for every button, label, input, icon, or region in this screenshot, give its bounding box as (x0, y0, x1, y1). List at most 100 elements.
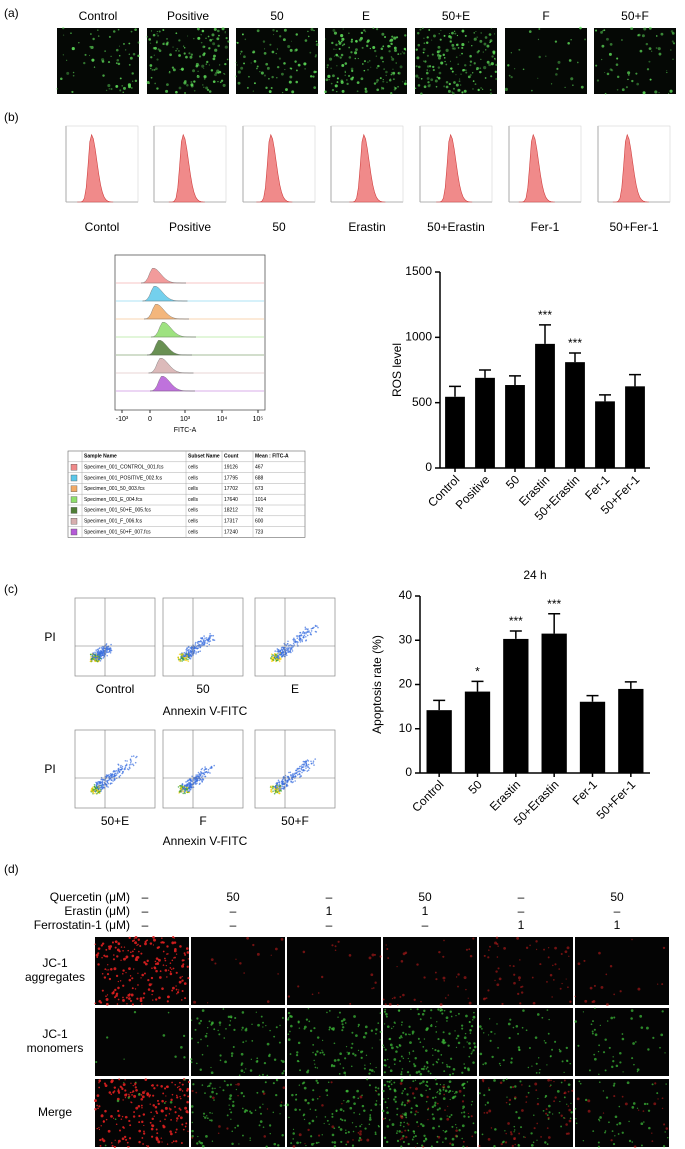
cell-dot (351, 1122, 354, 1124)
cell-dot (514, 1085, 517, 1088)
event (118, 771, 121, 773)
cell-dot (403, 1103, 407, 1107)
cell-dot (201, 1144, 205, 1148)
table-cell: 18212 (224, 508, 238, 514)
cell-dot (461, 29, 465, 33)
cell-dot (597, 1141, 600, 1144)
cell-dot (364, 1064, 366, 1066)
cell-dot (358, 1139, 361, 1142)
cell-dot (170, 1098, 173, 1102)
cell-dot (201, 29, 205, 33)
event (92, 789, 94, 791)
table-cell: cells (188, 519, 199, 525)
cell-dot (122, 1083, 126, 1086)
cell-dot (550, 83, 553, 85)
cell-dot (111, 941, 114, 944)
cell-dot (373, 953, 377, 956)
cell-dot (388, 1037, 392, 1041)
cell-dot (350, 67, 354, 71)
event (107, 786, 109, 788)
cell-dot (453, 47, 456, 50)
cell-dot (129, 1091, 132, 1094)
cell-dot (211, 1096, 215, 1100)
cell-dot (214, 73, 217, 77)
cell-dot (157, 958, 161, 962)
cell-dot (139, 997, 143, 1000)
cell-dot (404, 951, 408, 955)
event (193, 779, 195, 781)
cell-dot (387, 1058, 389, 1061)
cell-dot (426, 1085, 429, 1088)
event (124, 767, 126, 770)
event (182, 785, 185, 788)
cell-dot (175, 32, 178, 35)
cell-dot (434, 1049, 437, 1052)
cell-dot (480, 87, 482, 89)
cell-dot (495, 77, 498, 81)
cell-dot (355, 39, 358, 43)
cell-dot (345, 1101, 348, 1103)
cell-dot (246, 1109, 249, 1112)
cell-dot (584, 999, 588, 1003)
cell-dot (548, 1104, 551, 1108)
cell-dot (203, 75, 206, 78)
cell-dot (472, 1019, 474, 1021)
event (115, 774, 118, 776)
event (203, 769, 206, 771)
cell-dot (425, 1100, 428, 1103)
cell-dot (428, 29, 431, 31)
event (270, 786, 273, 789)
event (296, 641, 299, 643)
cell-dot (217, 1029, 219, 1032)
cell-dot (401, 1021, 403, 1024)
event (199, 775, 201, 777)
cell-dot (275, 1026, 278, 1029)
cell-dot (475, 30, 477, 32)
cell-dot (172, 46, 174, 48)
cell-dot (385, 70, 388, 74)
cell-dot (201, 1084, 204, 1086)
cell-dot (608, 52, 612, 56)
cell-dot (512, 1026, 515, 1029)
event (280, 785, 282, 788)
scatter-frame (254, 729, 336, 809)
event (129, 758, 132, 760)
cell-dot (436, 1061, 439, 1064)
cell-dot (390, 73, 393, 76)
event (270, 788, 272, 791)
cell-dot (551, 1113, 554, 1115)
cell-dot (308, 1122, 311, 1125)
cell-dot (131, 954, 135, 958)
cell-dot (463, 1094, 466, 1097)
cell-dot (531, 976, 534, 979)
cell-dot (141, 1137, 144, 1139)
cell-dot (561, 982, 563, 985)
cell-dot (376, 81, 378, 83)
cell-dot (270, 954, 272, 956)
event (99, 789, 101, 792)
cell-dot (590, 1023, 593, 1026)
cell-dot (259, 1112, 263, 1115)
cell-dot (570, 39, 572, 41)
event (305, 767, 307, 769)
cell-dot (134, 79, 138, 83)
cell-dot (502, 1079, 505, 1082)
cell-dot (171, 968, 173, 970)
cell-dot (457, 973, 460, 976)
micrograph (479, 1008, 573, 1076)
cell-dot (443, 57, 446, 59)
cell-dot (455, 1123, 457, 1126)
event (276, 791, 279, 794)
cell-dot (420, 1122, 423, 1126)
cell-dot (167, 1011, 170, 1014)
cell-dot (153, 1115, 155, 1117)
cell-dot (213, 54, 216, 58)
cell-dot (177, 1114, 180, 1117)
micrograph-bg (479, 1008, 573, 1076)
cell-dot (268, 1053, 271, 1056)
cell-dot (184, 92, 187, 95)
cell-dot (94, 1002, 97, 1005)
micrograph-bg (287, 1008, 381, 1076)
cell-dot (250, 62, 252, 64)
cell-dot (98, 1000, 101, 1003)
